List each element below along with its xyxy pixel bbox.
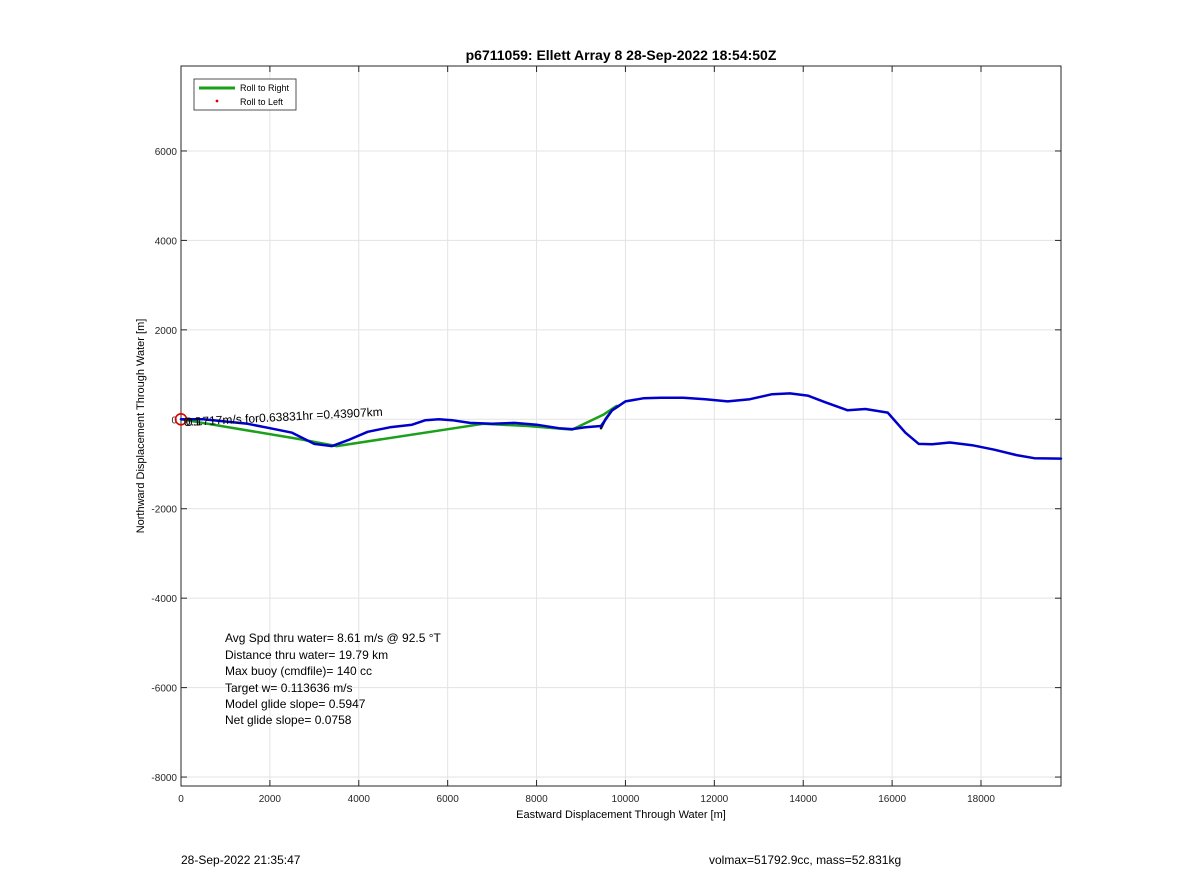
series-track-line bbox=[179, 392, 1063, 460]
x-tick-label: 12000 bbox=[700, 794, 728, 805]
y-tick-label: 2000 bbox=[155, 326, 178, 337]
legend: Roll to Right Roll to Left bbox=[193, 78, 297, 111]
footer-timestamp: 28-Sep-2022 21:35:47 bbox=[181, 853, 301, 867]
x-tick-label: 16000 bbox=[878, 794, 906, 805]
plot-frame bbox=[180, 65, 1062, 787]
stat-model-glide: Model glide slope= 0.5947 bbox=[225, 697, 366, 711]
start-marker-group bbox=[174, 412, 188, 426]
y-tick-label: 0 bbox=[171, 415, 177, 426]
chart-title: p6711059: Ellett Array 8 28-Sep-2022 18:… bbox=[466, 47, 777, 63]
y-tick-label: 6000 bbox=[155, 147, 178, 158]
x-tick-label: 18000 bbox=[967, 794, 995, 805]
stat-distance: Distance thru water= 19.79 km bbox=[225, 648, 388, 662]
y-tick-label: -6000 bbox=[151, 684, 177, 695]
grid bbox=[180, 66, 1061, 786]
stat-max-buoy: Max buoy (cmdfile)= 140 cc bbox=[225, 664, 372, 678]
plot-area bbox=[181, 66, 1061, 786]
legend-swatch-roll-left bbox=[215, 99, 219, 103]
stat-avg-speed: Avg Spd thru water= 8.61 m/s @ 92.5 °T bbox=[225, 631, 442, 645]
stats-block: Avg Spd thru water= 8.61 m/s @ 92.5 °T D… bbox=[225, 631, 442, 727]
y-axis-label: Northward Displacement Through Water [m] bbox=[135, 319, 147, 534]
x-axis-label: Eastward Displacement Through Water [m] bbox=[516, 809, 726, 821]
x-tick-label: 4000 bbox=[348, 794, 371, 805]
axis-ticks: 0 2000 4000 6000 8000 10000 12000 14000 16000 180… bbox=[151, 66, 1061, 805]
stat-net-glide: Net glide slope= 0.0758 bbox=[225, 713, 352, 727]
stat-target-w: Target w= 0.113636 m/s bbox=[225, 681, 353, 695]
legend-label-roll-left: Roll to Left bbox=[240, 97, 284, 107]
annotation-overlap: 0.1 bbox=[183, 414, 201, 429]
x-tick-label: 2000 bbox=[259, 794, 282, 805]
data-series bbox=[179, 392, 1063, 460]
x-tick-label: 6000 bbox=[437, 794, 460, 805]
legend-label-roll-right: Roll to Right bbox=[240, 83, 290, 93]
y-tick-label: -4000 bbox=[151, 594, 177, 605]
x-tick-label: 8000 bbox=[525, 794, 548, 805]
start-marker bbox=[174, 412, 188, 426]
x-tick-label: 0 bbox=[178, 794, 184, 805]
x-tick-label: 10000 bbox=[612, 794, 640, 805]
footer-mass-info: volmax=51792.9cc, mass=52.831kg bbox=[709, 853, 902, 867]
x-tick-label: 14000 bbox=[789, 794, 817, 805]
legend-box bbox=[193, 78, 297, 111]
y-tick-label: -8000 bbox=[151, 773, 177, 784]
y-tick-label: -2000 bbox=[151, 505, 177, 516]
y-tick-label: 4000 bbox=[155, 236, 178, 247]
